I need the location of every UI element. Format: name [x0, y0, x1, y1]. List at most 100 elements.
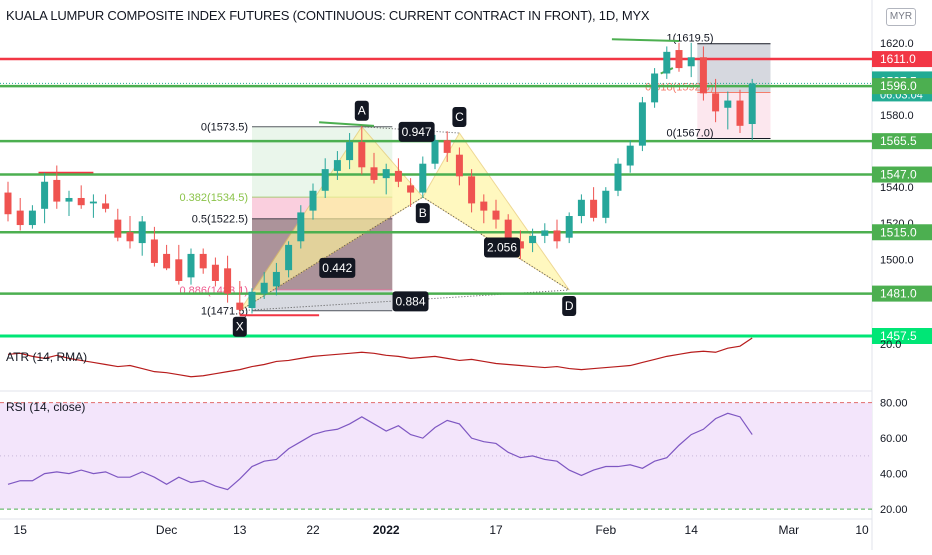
candle: [602, 187, 609, 223]
candle-body: [297, 212, 304, 241]
candle-body: [102, 203, 109, 208]
candle-body: [151, 239, 158, 262]
level-tag-label: 1515.0: [880, 225, 917, 239]
candle-body: [432, 140, 439, 163]
candle-body: [602, 191, 609, 218]
candle-body: [127, 232, 134, 241]
level-tag-label: 1547.0: [880, 168, 917, 182]
candle-body: [371, 167, 378, 180]
time-tick-label: 14: [685, 523, 699, 537]
price-tick-label: 1620.0: [880, 38, 914, 50]
candle-body: [493, 211, 500, 220]
candle-body: [17, 211, 24, 225]
time-tick-label: 2022: [373, 523, 400, 537]
candle-body: [419, 164, 426, 193]
candle-body: [175, 259, 182, 281]
candle-body: [334, 160, 341, 171]
rsi-tick-label: 80.00: [880, 398, 908, 410]
price-tick-label: 1500.0: [880, 254, 914, 266]
time-tick-label: Dec: [156, 523, 177, 537]
candle-body: [29, 211, 36, 225]
ratio-label: 0.947: [402, 125, 432, 139]
candle-body: [212, 265, 219, 281]
time-tick-label: 10: [855, 523, 869, 537]
candle-body: [676, 50, 683, 68]
rsi-tick-label: 20.00: [880, 504, 908, 516]
candle-body: [590, 200, 597, 218]
candle-body: [554, 230, 561, 241]
harmonic-point-label: C: [455, 110, 464, 124]
candle-body: [663, 52, 670, 74]
fib-left-label: 0(1573.5): [201, 122, 248, 134]
candle-body: [651, 73, 658, 102]
time-tick-label: 15: [14, 523, 28, 537]
candle-body: [41, 182, 48, 209]
ratio-label: 2.056: [487, 241, 517, 255]
price-tick-label: 1540.0: [880, 182, 914, 194]
chart-title: KUALA LUMPUR COMPOSITE INDEX FUTURES (CO…: [6, 8, 649, 23]
rsi-tick-label: 40.00: [880, 469, 908, 481]
fib-right-label: 1(1619.5): [667, 33, 714, 45]
atr-label: ATR (14, RMA): [6, 350, 87, 364]
candle-body: [749, 83, 756, 124]
candle-body: [236, 303, 243, 310]
fib-left-label: 0.382(1534.5): [180, 192, 249, 204]
candle-body: [724, 101, 731, 108]
candle-body: [615, 164, 622, 191]
candle-body: [444, 140, 451, 153]
candle-body: [468, 176, 475, 203]
candle-body: [273, 272, 280, 286]
level-tag-label: 1596.0: [880, 79, 917, 93]
price-tick-label: 1580.0: [880, 110, 914, 122]
candle-body: [224, 268, 231, 293]
fib-left-label: 0.5(1522.5): [192, 214, 248, 226]
level-tag-label: 1481.0: [880, 287, 917, 301]
harmonic-point-label: D: [565, 299, 574, 313]
candle-body: [53, 180, 60, 202]
fib-right-label: 0(1567.0): [667, 127, 714, 139]
candle-body: [114, 220, 121, 238]
fib-left-label: 0.886(1483.1): [180, 285, 249, 297]
candle-body: [529, 236, 536, 243]
candle-body: [261, 283, 268, 294]
candle-body: [90, 202, 97, 204]
candle-body: [700, 57, 707, 93]
candle-body: [456, 155, 463, 177]
candle-body: [639, 102, 646, 145]
rsi-tick-label: 60.00: [880, 433, 908, 445]
candle-body: [139, 221, 146, 243]
level-tag-label: 1611.0: [880, 52, 916, 66]
candle: [639, 97, 646, 151]
ratio-label: 0.884: [395, 294, 425, 308]
harmonic-point-label: A: [358, 104, 366, 118]
candle: [651, 68, 658, 108]
time-tick-label: 17: [489, 523, 503, 537]
candle-body: [310, 191, 317, 211]
candle-body: [407, 185, 414, 192]
candle-body: [322, 169, 329, 191]
time-tick-label: 13: [233, 523, 247, 537]
candle-body: [249, 292, 256, 308]
candle-body: [383, 169, 390, 178]
harmonic-point-label: X: [236, 320, 244, 334]
candle-body: [541, 230, 548, 235]
candle-body: [188, 254, 195, 277]
candle-body: [78, 198, 85, 205]
currency-button[interactable]: MYR: [886, 8, 916, 26]
ratio-label: 0.442: [322, 261, 352, 275]
candle-body: [346, 142, 353, 160]
candle-body: [395, 171, 402, 182]
candle-body: [737, 101, 744, 126]
candle-body: [566, 216, 573, 238]
candle-body: [285, 245, 292, 270]
candle-body: [66, 198, 73, 202]
candle-body: [163, 254, 170, 268]
level-tag-label: 1565.5: [880, 134, 917, 148]
candle-body: [578, 200, 585, 216]
candle-body: [712, 93, 719, 111]
time-tick-label: Mar: [778, 523, 799, 537]
rsi-label: RSI (14, close): [6, 400, 85, 414]
candle: [615, 158, 622, 196]
